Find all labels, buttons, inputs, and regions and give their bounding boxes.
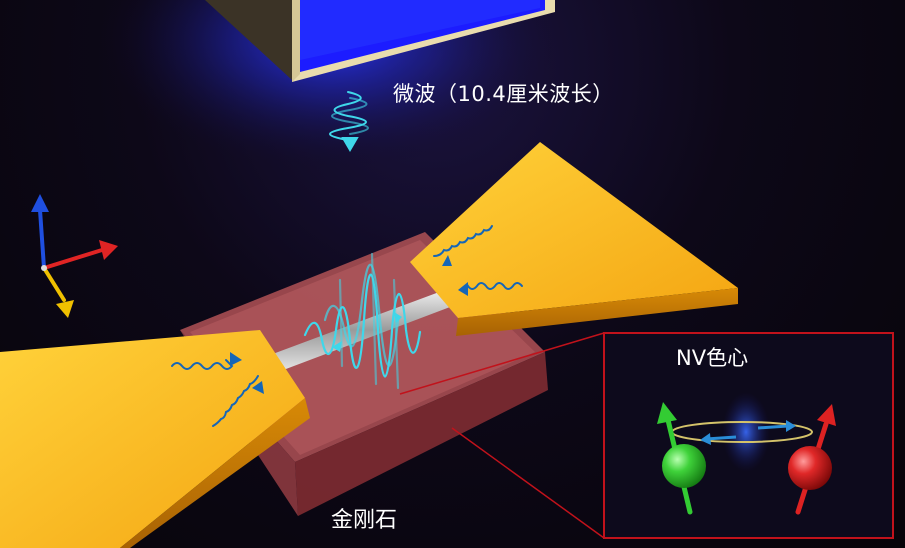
incoming-wave-icon	[329, 91, 369, 152]
spin-down-icon	[788, 404, 836, 515]
nv-center-inset	[603, 332, 894, 539]
microwave-label: 微波（10.4厘米波长）	[393, 82, 614, 106]
spin-up-icon	[657, 402, 706, 515]
right-gold-antenna	[410, 142, 738, 336]
left-gold-antenna	[0, 330, 310, 548]
wave-packet-icon	[303, 252, 422, 390]
wave-direction-arrows	[332, 312, 402, 352]
inset-connector-lines	[399, 332, 605, 539]
microwave-source-box	[205, 0, 555, 82]
antenna-wavy-arrows	[171, 225, 523, 427]
diamond-label: 金刚石	[331, 508, 398, 533]
nv-center-label: NV色心	[676, 346, 749, 370]
antenna-arrow-heads	[230, 255, 468, 394]
coordinate-axes-icon	[31, 194, 118, 318]
